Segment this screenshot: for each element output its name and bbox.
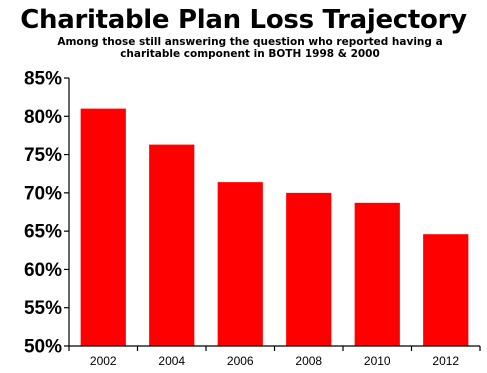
y-tick-label: 70% [24,183,62,204]
x-tick-label: 2002 [90,354,117,368]
y-tick-label: 50% [24,337,62,358]
x-axis-ticks: 2002 2004 2006 2008 2010 2012 [68,346,481,368]
bar-2004 [149,144,195,346]
bar-2008 [286,192,332,346]
y-tick-label: 85% [24,69,62,90]
bar-2010 [354,202,400,346]
chart-axes [68,78,480,347]
bar-2002 [80,108,126,346]
chart-title: Charitable Plan Loss Trajectory [20,5,467,35]
y-axis-ticks: 50% 55% 60% 65% 70% 75% 80% 85% [24,69,69,358]
chart-subtitle: Among those still answering the question… [57,36,443,60]
bar-2012 [423,234,469,346]
y-tick-label: 60% [24,260,62,281]
y-tick-label: 65% [24,222,62,243]
x-tick-label: 2010 [364,354,391,368]
x-tick-label: 2008 [295,354,322,368]
x-tick-label: 2004 [158,354,185,368]
y-tick-label: 80% [24,107,62,128]
x-tick-label: 2012 [432,354,459,368]
bar-series [80,108,469,346]
y-tick-label: 75% [24,145,62,166]
bar-2006 [217,182,263,346]
y-tick-label: 55% [24,298,62,319]
x-tick-label: 2006 [227,354,254,368]
